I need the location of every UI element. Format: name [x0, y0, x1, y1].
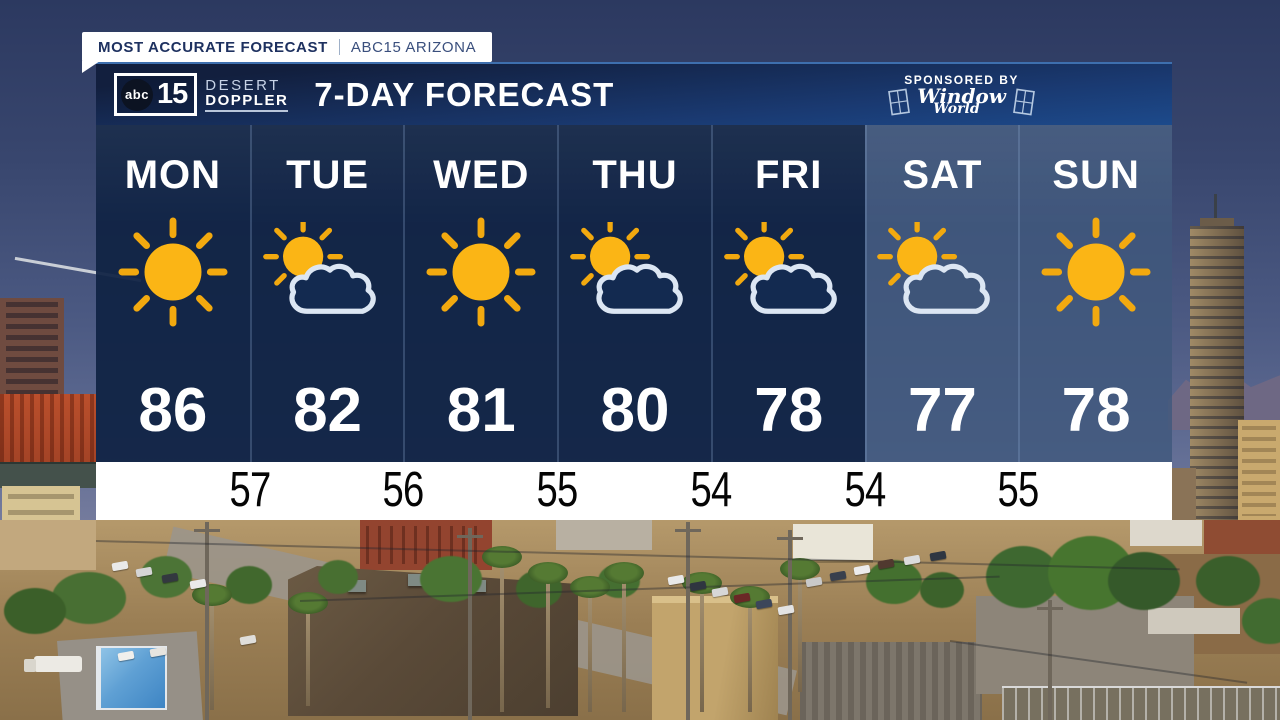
palm-tree [588, 590, 592, 712]
day-column-wed: WED 81 [403, 125, 558, 462]
day-label: FRI [754, 153, 823, 197]
day-column-tue: TUE 82 [249, 125, 404, 462]
tower-antenna [1214, 194, 1217, 228]
day-label: SUN [1052, 153, 1140, 197]
day-column-sat: SAT 77 [864, 125, 1019, 462]
tree [920, 572, 964, 608]
palm-tree [528, 562, 568, 584]
tan-building [652, 596, 778, 720]
tree [318, 560, 358, 594]
ribbon-divider [338, 39, 340, 55]
window-world-logo: Window World [917, 83, 1006, 117]
white-truck [24, 656, 82, 672]
high-temp: 82 [293, 376, 363, 445]
day-label: SAT [902, 153, 983, 197]
sunny-icon [425, 214, 537, 330]
utility-pole [457, 528, 483, 720]
tree [4, 588, 66, 634]
day-label: WED [433, 153, 530, 197]
day-label: MON [124, 153, 222, 197]
channel-number: 15 [157, 78, 188, 110]
palm-tree [210, 598, 214, 710]
tree [986, 546, 1060, 608]
day-column-mon: MON 86 [96, 125, 250, 462]
ribbon-primary-text: MOST ACCURATE FORECAST [98, 38, 328, 56]
forecast-grid: MON 86 TUE 82 WED 81 THU [96, 125, 1172, 462]
low-temp: 55 [997, 462, 1040, 517]
low-temp: 54 [844, 462, 886, 517]
tree [226, 566, 272, 604]
window-frame-icon [888, 88, 911, 115]
panel-title: 7-DAY FORECAST [314, 75, 615, 113]
high-temp: 80 [600, 376, 670, 445]
palm-tree [798, 572, 802, 692]
sunny-icon [117, 214, 229, 330]
palm-tree [700, 586, 704, 712]
forecast-panel: abc 15 DESERT DOPPLER 7-DAY FORECAST SPO… [96, 62, 1172, 520]
low-temp: 55 [536, 462, 579, 517]
palm-tree [288, 592, 328, 614]
palm-tree [748, 600, 752, 712]
partly-cloudy-icon [722, 214, 856, 330]
high-temp: 78 [1061, 376, 1131, 445]
left-highrise [0, 298, 64, 398]
tree [1108, 552, 1180, 610]
palm-tree [622, 576, 626, 712]
panel-header: abc 15 DESERT DOPPLER 7-DAY FORECAST SPO… [96, 62, 1172, 125]
tree [1242, 598, 1280, 644]
palm-tree [604, 562, 644, 584]
high-temp: 81 [446, 376, 516, 445]
day-column-thu: THU 80 [557, 125, 711, 462]
high-temp: 77 [907, 376, 977, 445]
high-temp: 78 [754, 376, 824, 445]
palm-tree [780, 558, 820, 580]
low-temp: 56 [382, 462, 425, 517]
low-temp: 54 [690, 462, 732, 517]
utility-pole [194, 522, 220, 720]
palm-tree [500, 560, 504, 712]
day-column-fri: FRI 78 [710, 125, 865, 462]
substation [1002, 686, 1280, 720]
ribbon-secondary-text: ABC15 ARIZONA [350, 38, 477, 56]
desert-doppler-brand: DESERT DOPPLER [205, 78, 289, 112]
partly-cloudy-icon [875, 214, 1009, 330]
sponsored-by-label: SPONSORED BY [904, 72, 1019, 87]
utility-pole [777, 530, 803, 720]
palm-tree [546, 576, 550, 708]
utility-pole [675, 522, 701, 720]
low-temp: 57 [229, 462, 271, 517]
tree [1196, 556, 1260, 606]
partly-cloudy-icon [568, 214, 702, 330]
tree [866, 560, 922, 604]
abc-logo-icon: abc [121, 78, 153, 111]
day-column-sun: SUN 78 [1018, 125, 1172, 462]
high-temp: 86 [138, 376, 208, 445]
palm-tree [482, 546, 522, 568]
palm-tree [570, 576, 610, 598]
overnight-lows-strip: 57 56 55 54 54 55 [96, 462, 1172, 520]
utility-pole [1037, 600, 1063, 720]
partly-cloudy-icon [261, 214, 395, 330]
asu-building [0, 394, 96, 464]
day-label: THU [592, 153, 678, 197]
palm-tree [192, 584, 232, 606]
day-label: TUE [286, 153, 370, 197]
abc15-logo: abc 15 [114, 73, 198, 116]
right-highrise [1190, 226, 1244, 522]
palm-tree [306, 606, 310, 706]
sunny-icon [1040, 214, 1152, 330]
station-ribbon: MOST ACCURATE FORECAST ABC15 ARIZONA [82, 32, 493, 62]
sponsor-block: SPONSORED BY Window World [888, 72, 1035, 117]
window-frame-icon [1013, 88, 1035, 115]
